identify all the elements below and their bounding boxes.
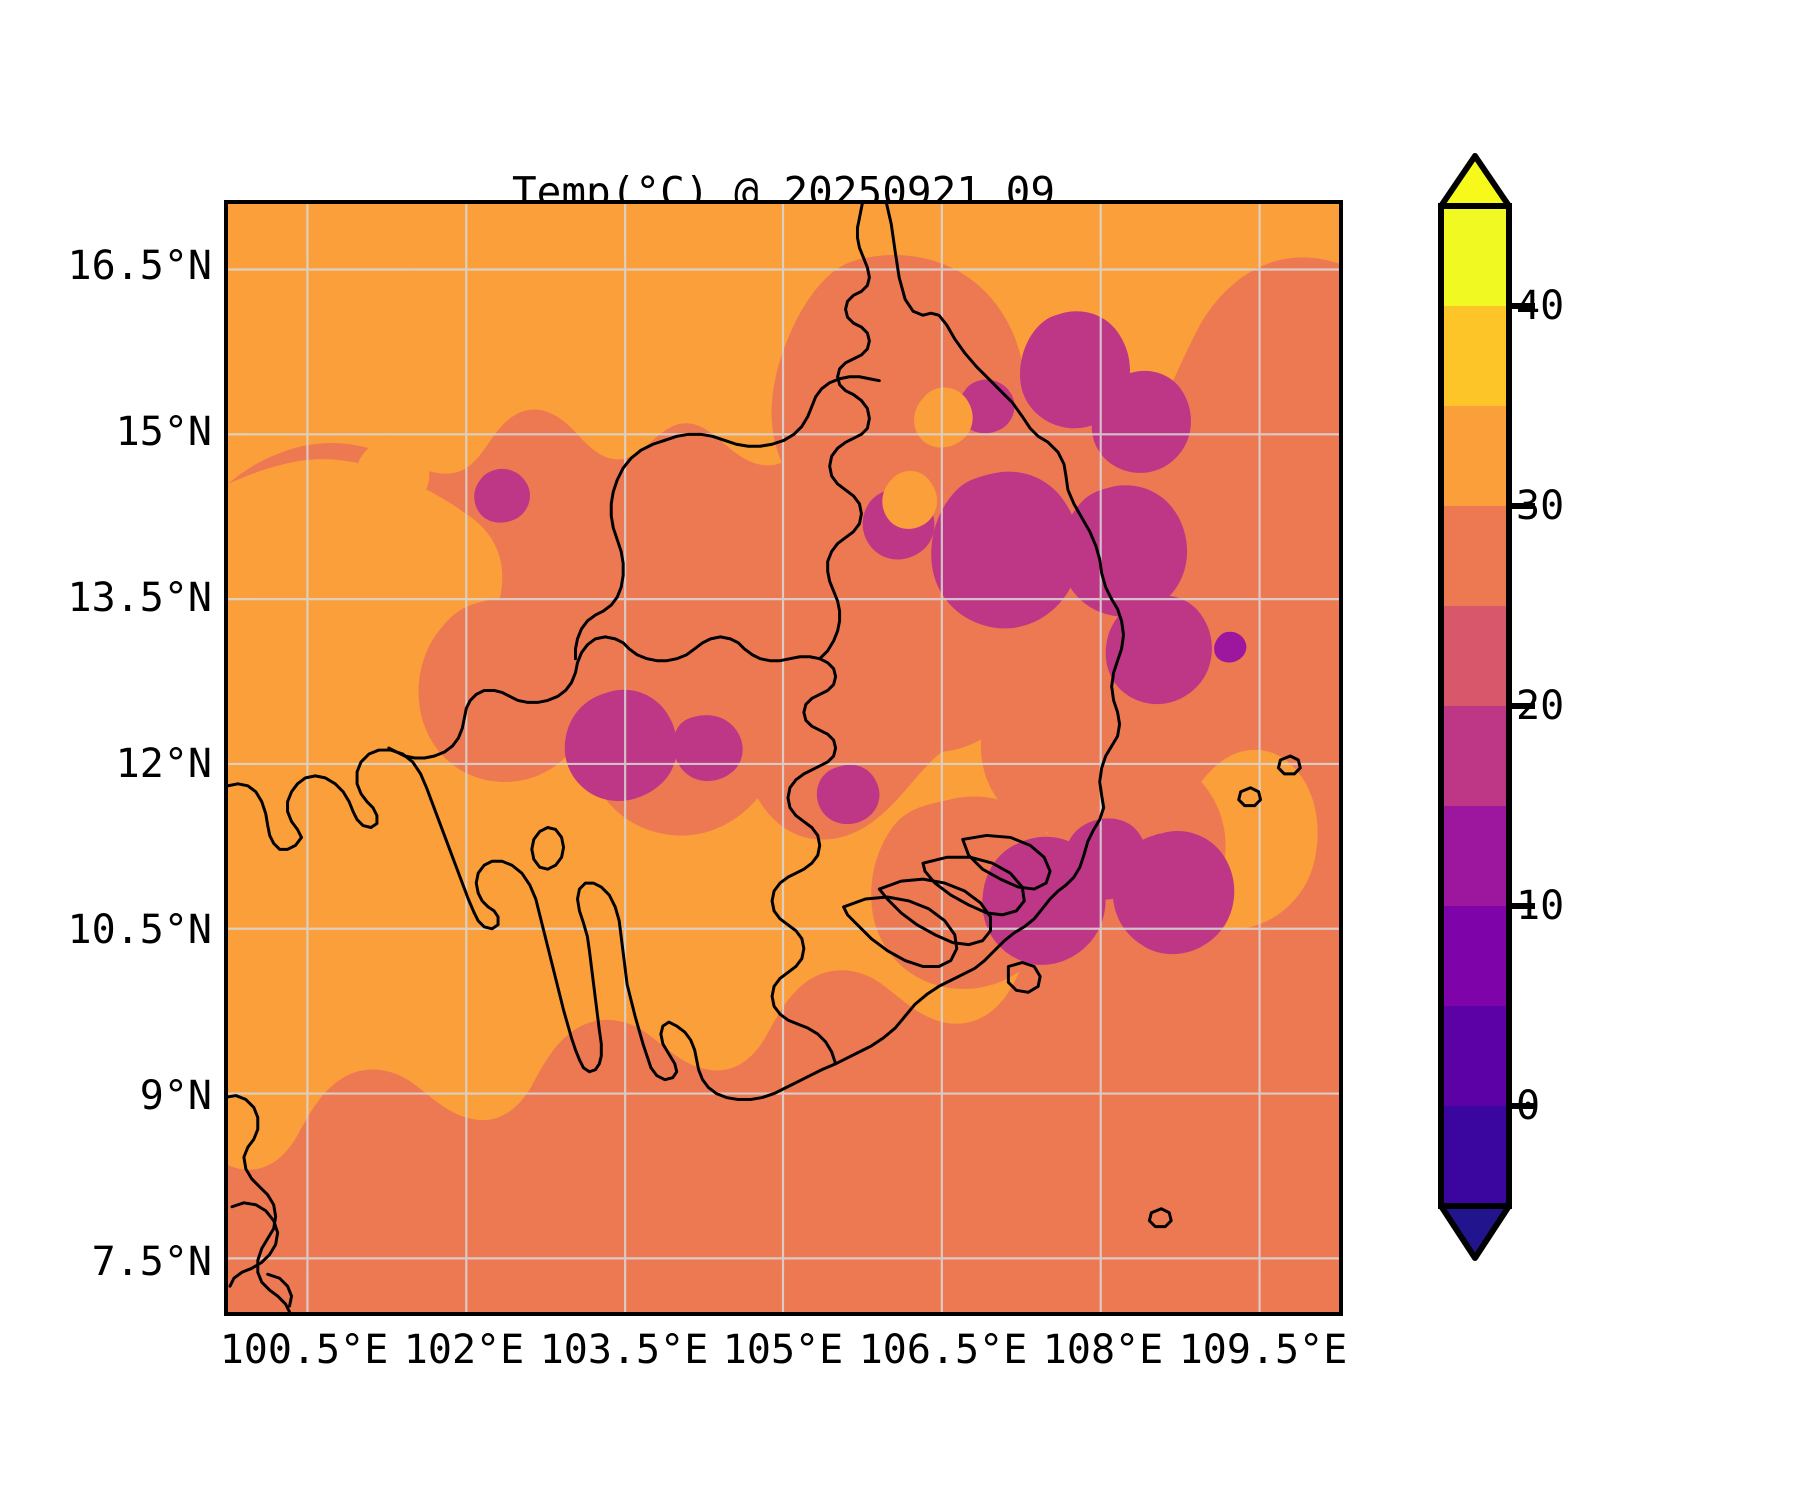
xtick-label-109-5e: 109.5°E: [1178, 1327, 1348, 1373]
xtick-label-103-5e: 103.5°E: [539, 1327, 709, 1373]
colorbar-gradient: [1438, 153, 1535, 1261]
colorbar-tick-40: 40: [1516, 283, 1565, 329]
ytick-label-7-5n: 7.5°N: [91, 1239, 212, 1285]
colorbar-tick-20: 20: [1516, 683, 1565, 729]
ytick-label-16-5n: 16.5°N: [67, 243, 213, 289]
ytick-label-9n: 9°N: [139, 1073, 212, 1119]
xtick-label-100-5e: 100.5°E: [219, 1327, 389, 1373]
xtick-label-102e: 102°E: [403, 1327, 525, 1373]
colorbar-tick-10: 10: [1516, 883, 1565, 929]
xtick-label-108e: 108°E: [1042, 1327, 1164, 1373]
xtick-label-106-5e: 106.5°E: [858, 1327, 1028, 1373]
ytick-label-12n: 12°N: [115, 741, 212, 787]
ytick-label-15n: 15°N: [115, 409, 212, 455]
ytick-label-10-5n: 10.5°N: [67, 907, 213, 953]
xtick-label-105e: 105°E: [722, 1327, 844, 1373]
ytick-label-13-5n: 13.5°N: [67, 575, 213, 621]
map-plot-area[interactable]: [224, 200, 1343, 1316]
colorbar-tick-0: 0: [1516, 1083, 1541, 1129]
colorbar[interactable]: 40 30 20 10 0: [1434, 148, 1734, 1318]
colorbar-tick-30: 30: [1516, 483, 1565, 529]
temperature-contour-map: [228, 204, 1339, 1312]
